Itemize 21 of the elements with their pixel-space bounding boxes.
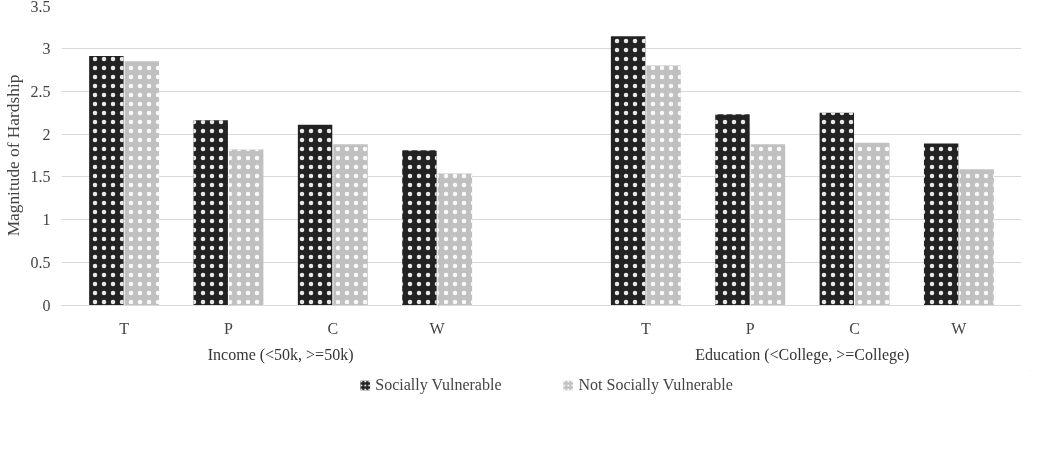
x-tick-label: P bbox=[224, 319, 234, 337]
y-tick-label: 3 bbox=[42, 39, 51, 57]
x-tick-label: C bbox=[327, 319, 339, 337]
y-tick-label: 1 bbox=[42, 211, 51, 229]
x-tick-label: C bbox=[849, 319, 860, 337]
y-tick-label: 0.5 bbox=[30, 254, 51, 272]
text: Education (<College, >=College) bbox=[695, 345, 910, 364]
y-tick-label: 3.5 bbox=[30, 0, 51, 15]
x-tick-label: W bbox=[951, 319, 968, 337]
y-tick-label: 1.5 bbox=[30, 168, 51, 186]
y-tick-label: 2.5 bbox=[30, 82, 51, 100]
x-tick-label: W bbox=[429, 319, 446, 337]
legend-label: Socially Vulnerable bbox=[375, 376, 502, 394]
x-tick-label: P bbox=[745, 319, 755, 337]
y-tick-label: 2 bbox=[42, 125, 51, 143]
y-axis-title: Magnitude of Hardship bbox=[3, 74, 23, 237]
legend-label: Not Socially Vulnerable bbox=[578, 376, 733, 394]
text: Income (<50k, >=50k) bbox=[207, 345, 354, 364]
y-tick-label: 0 bbox=[42, 297, 51, 314]
x-tick-label: T bbox=[640, 319, 651, 337]
x-tick-label: T bbox=[119, 319, 130, 337]
